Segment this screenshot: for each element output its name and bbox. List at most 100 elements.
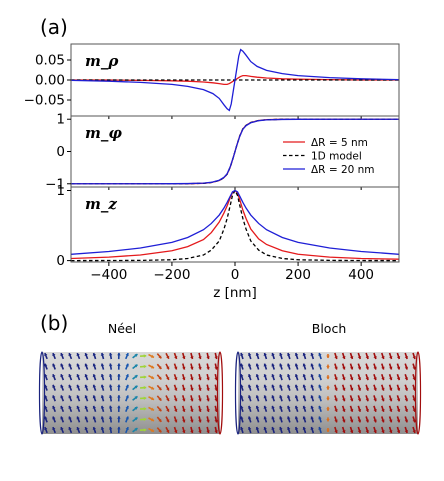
- spin-arrow: [173, 395, 178, 402]
- spin-arrow: [279, 352, 283, 360]
- spin-arrow: [302, 352, 307, 360]
- spin-arrow: [357, 395, 362, 402]
- spin-arrow: [326, 364, 330, 369]
- spin-arrow: [173, 352, 178, 360]
- ytick-label: 0: [56, 144, 65, 160]
- spin-arrow: [349, 405, 354, 413]
- spin-arrow: [92, 373, 97, 381]
- spin-arrow: [396, 363, 401, 370]
- spin-arrow: [349, 426, 354, 434]
- cylinder-end-left: [234, 351, 242, 435]
- spin-arrow: [302, 384, 307, 391]
- spin-arrow: [334, 416, 338, 423]
- spin-arrow: [76, 395, 81, 402]
- spin-arrow: [173, 373, 178, 381]
- cylinder-end-right: [216, 351, 224, 435]
- spin-arrow: [357, 416, 362, 423]
- spin-arrow: [381, 395, 385, 402]
- spin-arrow: [247, 373, 252, 381]
- spin-arrow: [318, 352, 322, 360]
- spin-arrow: [125, 395, 129, 402]
- spin-arrow: [302, 373, 307, 381]
- spin-arrow: [76, 363, 81, 370]
- spin-arrow: [100, 426, 105, 434]
- spin-arrow: [198, 363, 202, 370]
- spin-arrow: [44, 416, 48, 423]
- spin-arrow: [271, 363, 275, 370]
- spin-arrow: [181, 373, 186, 381]
- spin-arrow: [181, 426, 186, 434]
- spin-arrow: [326, 396, 330, 401]
- spin-arrow: [404, 352, 409, 360]
- spin-arrow: [247, 426, 252, 434]
- cylinder-body: [42, 352, 220, 434]
- spin-arrow: [68, 405, 73, 413]
- spin-arrow: [263, 405, 268, 413]
- spin-arrow: [206, 395, 210, 402]
- spin-arrow: [271, 352, 275, 360]
- spin-arrow: [302, 395, 307, 402]
- spin-arrow: [287, 352, 291, 360]
- spin-arrow: [341, 363, 346, 370]
- spin-arrow: [357, 352, 362, 360]
- spin-arrow: [181, 363, 186, 370]
- spin-arrow: [334, 373, 338, 381]
- spin-arrow: [206, 384, 210, 391]
- spin-arrow: [132, 353, 138, 359]
- spin-arrow: [373, 363, 377, 370]
- spin-arrow: [404, 373, 409, 381]
- spin-arrow: [52, 416, 56, 423]
- spin-arrow: [287, 426, 291, 434]
- spin-arrow: [263, 363, 268, 370]
- spin-arrow: [214, 373, 218, 381]
- spin-arrow: [92, 395, 97, 402]
- spin-arrow: [310, 395, 315, 402]
- spin-arrow: [52, 395, 56, 402]
- spin-arrow: [117, 363, 121, 370]
- spin-arrow: [279, 416, 283, 423]
- spin-arrow: [349, 416, 354, 423]
- spin-arrow: [156, 405, 162, 412]
- spin-arrow: [381, 363, 385, 370]
- spin-arrow: [341, 384, 346, 391]
- spin-arrow: [190, 373, 194, 381]
- cylinder-end-right: [414, 351, 422, 435]
- spin-arrow: [117, 374, 121, 381]
- spin-arrow: [156, 353, 162, 359]
- spin-arrow: [139, 417, 147, 422]
- spin-arrow: [108, 426, 113, 434]
- spin-arrow: [100, 363, 105, 370]
- neel-wall-image: [38, 351, 224, 435]
- spin-arrow: [108, 416, 113, 423]
- spin-arrow: [190, 384, 194, 391]
- spin-arrow: [388, 405, 393, 413]
- spin-arrow: [388, 352, 393, 360]
- spin-arrow: [388, 384, 393, 391]
- spin-arrow: [294, 373, 299, 381]
- spin-arrow: [68, 352, 73, 360]
- spin-arrow: [271, 416, 275, 423]
- spin-arrow: [255, 352, 260, 360]
- spin-arrow: [381, 426, 385, 434]
- spin-arrow: [326, 428, 330, 432]
- spin-arrow: [52, 426, 56, 434]
- spin-arrow: [255, 416, 260, 423]
- spin-arrow: [294, 352, 299, 360]
- spin-arrow: [214, 426, 218, 434]
- spin-arrow: [132, 416, 138, 422]
- spin-arrow: [173, 405, 178, 413]
- spin-arrow: [214, 363, 218, 370]
- spin-arrow: [108, 395, 113, 402]
- spin-arrow: [302, 426, 307, 434]
- spin-arrow: [318, 405, 322, 413]
- spin-arrow: [396, 426, 401, 434]
- spin-arrow: [156, 427, 162, 433]
- spin-arrow: [76, 373, 81, 381]
- spin-arrow: [240, 426, 244, 434]
- spin-arrow: [412, 416, 416, 423]
- spin-arrow: [156, 416, 162, 423]
- spin-arrow: [404, 426, 409, 434]
- spin-arrow: [247, 352, 252, 360]
- series-m_rho-2: [71, 48, 399, 112]
- spin-arrow: [404, 384, 409, 391]
